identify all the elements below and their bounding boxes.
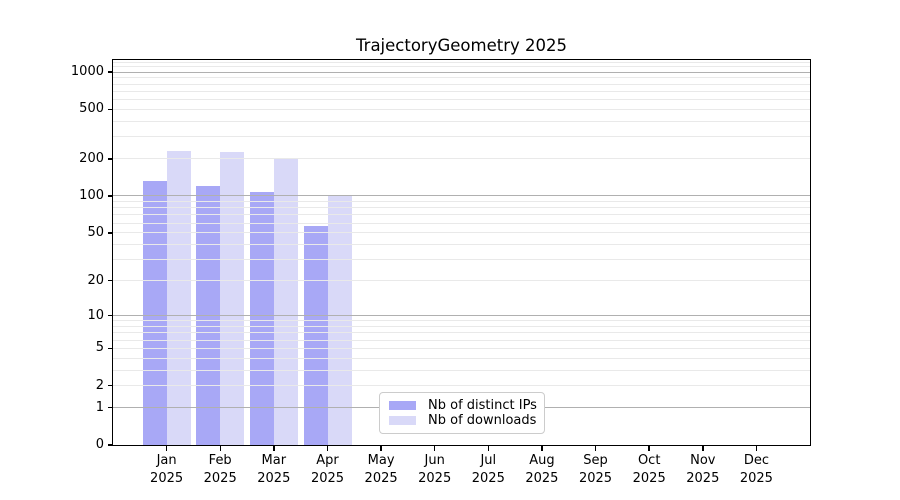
x-tick-mark-nov (702, 446, 704, 451)
y-tick-mark-1 (108, 406, 113, 409)
x-tick-label-jun: Jun 2025 (418, 453, 452, 486)
x-tick-label-jul: Jul 2025 (471, 453, 505, 486)
x-tick-label-feb: Feb 2025 (203, 453, 237, 486)
bar-distinct-ips-apr (303, 225, 328, 445)
bar-downloads-mar (273, 158, 298, 445)
gridline-90 (113, 201, 810, 202)
bar-downloads-jan (166, 151, 191, 445)
y-tick-mark-1000 (108, 71, 113, 73)
y-tick-label-5: 5 (95, 340, 104, 356)
bar-distinct-ips-jan (142, 181, 167, 445)
gridline-10 (113, 315, 810, 317)
gridline-3 (113, 369, 810, 371)
x-tick-mark-sep (594, 446, 597, 451)
x-tick-mark-aug (541, 446, 543, 451)
y-tick-mark-2 (108, 384, 113, 387)
x-tick-label-may: May 2025 (364, 453, 398, 486)
x-tick-label-sep: Sep 2025 (578, 453, 613, 486)
y-tick-mark-200 (108, 158, 113, 160)
x-tick-mark-apr (326, 446, 329, 451)
gridline-6 (113, 339, 810, 341)
x-tick-mark-jul (487, 446, 490, 451)
y-tick-mark-10 (108, 314, 113, 317)
gridline-400 (113, 120, 810, 122)
y-tick-mark-500 (108, 108, 113, 111)
x-tick-mark-may (380, 446, 382, 451)
gridline-500 (113, 108, 810, 110)
x-tick-label-apr: Apr 2025 (310, 453, 345, 486)
gridline-7 (113, 332, 810, 334)
gridline-600 (113, 99, 810, 101)
gridline-9 (113, 320, 810, 322)
x-tick-mark-mar (273, 446, 275, 451)
y-tick-label-10: 10 (87, 307, 104, 323)
gridline-900 (113, 77, 810, 79)
gridline-70 (113, 214, 810, 216)
y-tick-label-1000: 1000 (70, 64, 104, 79)
bar-distinct-ips-mar (249, 192, 274, 445)
legend-swatch-downloads (389, 416, 416, 425)
y-tick-label-100: 100 (79, 187, 104, 203)
gridline-100 (113, 195, 810, 197)
gridline-800 (113, 83, 810, 85)
legend-swatch-distinct-ips (389, 401, 416, 410)
y-tick-label-20: 20 (87, 272, 104, 288)
y-tick-label-1: 1 (95, 399, 104, 415)
x-tick-mark-feb (219, 446, 221, 451)
gridline-60 (113, 222, 810, 224)
gridline-1200 (113, 61, 810, 63)
y-tick-label-2: 2 (95, 377, 104, 393)
y-tick-mark-50 (108, 232, 113, 234)
x-tick-mark-oct (648, 446, 650, 451)
x-tick-label-jan: Jan 2025 (150, 453, 184, 486)
legend-label-distinct-ips: Nb of distinct IPs (428, 398, 537, 413)
gridline-4 (113, 357, 810, 359)
gridline-200 (113, 158, 810, 160)
x-tick-label-nov: Nov 2025 (686, 453, 720, 486)
gridline-1000 (113, 71, 810, 73)
gridline-30 (113, 259, 810, 261)
gridline-2 (113, 385, 810, 387)
gridline-50 (113, 232, 810, 234)
y-tick-label-500: 500 (79, 101, 104, 117)
legend-item-distinct-ips: Nb of distinct IPs (389, 398, 537, 413)
gridline-20 (113, 280, 810, 282)
gridline-1100 (113, 66, 810, 68)
gridline-700 (113, 90, 810, 92)
x-tick-label-aug: Aug 2025 (525, 453, 559, 486)
y-tick-mark-20 (108, 279, 113, 282)
x-tick-mark-jan (165, 446, 168, 451)
x-tick-label-dec: Dec 2025 (739, 453, 773, 486)
y-tick-mark-5 (108, 347, 113, 349)
y-tick-label-50: 50 (87, 224, 104, 240)
x-tick-label-mar: Mar 2025 (257, 453, 291, 486)
y-tick-label-0: 0 (95, 437, 104, 452)
gridline-40 (113, 244, 810, 245)
x-tick-label-oct: Oct 2025 (632, 453, 666, 486)
chart-title: TrajectoryGeometry 2025 (356, 36, 567, 55)
legend-item-downloads: Nb of downloads (389, 413, 537, 428)
legend-label-downloads: Nb of downloads (428, 413, 537, 428)
y-tick-label-200: 200 (79, 150, 104, 166)
y-tick-mark-100 (108, 195, 113, 197)
gridline-5 (113, 347, 810, 349)
bars-layer (113, 60, 810, 445)
x-tick-mark-jun (433, 446, 436, 451)
y-tick-mark-0 (108, 444, 113, 446)
gridline-8 (113, 325, 810, 327)
gridline-80 (113, 207, 810, 209)
gridline-300 (113, 136, 810, 138)
grid-layer (113, 60, 810, 445)
x-tick-mark-dec (755, 446, 758, 451)
legend: Nb of distinct IPs Nb of downloads (379, 392, 545, 434)
